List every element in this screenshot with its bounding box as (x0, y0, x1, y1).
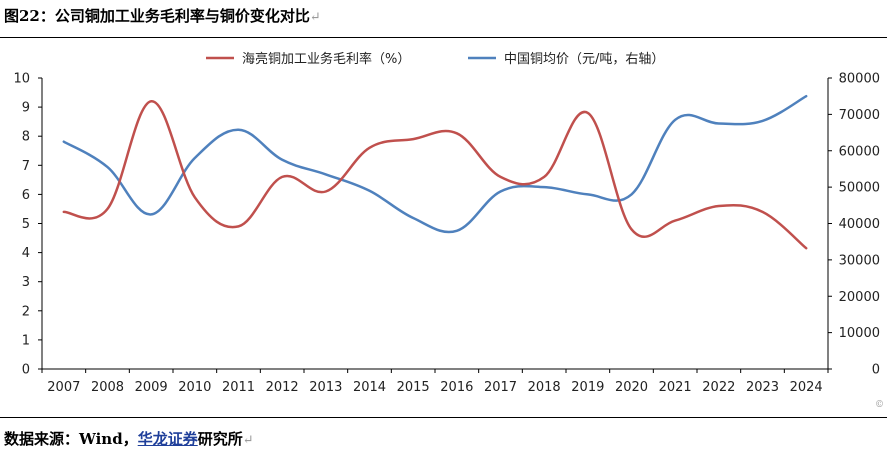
source-main: Wind， (79, 430, 138, 448)
y-left-tick-label: 10 (13, 72, 30, 87)
figure-title-text: 图22：公司铜加工业务毛利率与铜价变化对比 (4, 7, 310, 25)
paragraph-mark-icon: ↵ (309, 10, 321, 25)
x-tick-label: 2018 (528, 380, 561, 395)
x-tick-label: 2008 (91, 380, 124, 395)
y-left-tick-label: 3 (22, 275, 30, 290)
source-org-link[interactable]: 华龙证券 (137, 430, 198, 448)
legend-label-copper-price: 中国铜均价（元/吨，右轴） (504, 52, 664, 67)
x-tick-label: 2007 (47, 380, 80, 395)
series-line-margin (62, 100, 808, 250)
source-label: 数据来源： (4, 430, 80, 448)
x-tick-label: 2024 (790, 380, 823, 395)
y-right-tick-label: 50000 (839, 181, 880, 196)
source-tail: 研究所 (197, 430, 243, 448)
x-tick-label: 2016 (440, 380, 473, 395)
x-tick-label: 2011 (222, 380, 255, 395)
y-left-tick-label: 0 (22, 363, 30, 378)
y-right-tick-label: 60000 (839, 144, 880, 159)
y-left-tick-label: 5 (22, 217, 30, 232)
y-right-tick-label: 20000 (839, 290, 880, 305)
y-left-tick-label: 7 (22, 159, 30, 174)
x-tick-label: 2010 (178, 380, 211, 395)
y-left-tick-label: 8 (22, 130, 30, 145)
x-tick-label: 2022 (702, 380, 735, 395)
y-right-tick-label: 40000 (839, 217, 880, 232)
source-note: 数据来源：Wind，华龙证券研究所↵ (4, 428, 254, 449)
y-left-tick-label: 2 (22, 304, 30, 319)
figure-title: 图22：公司铜加工业务毛利率与铜价变化对比↵ (4, 5, 321, 26)
x-tick-label: 2012 (266, 380, 299, 395)
corner-mark: © (875, 400, 884, 410)
y-left-tick-label: 9 (22, 101, 30, 116)
x-tick-label: 2023 (746, 380, 779, 395)
top-divider (0, 37, 887, 38)
y-right-tick-label: 10000 (839, 326, 880, 341)
y-left-tick-label: 6 (22, 188, 30, 203)
x-tick-label: 2009 (135, 380, 168, 395)
y-right-tick-label: 30000 (839, 253, 880, 268)
line-chart: 0 1 2 3 4 5 6 7 8 9 10 0 10000 20000 30000 40000 50000 60… (13, 51, 880, 395)
source-paragraph-mark-icon: ↵ (242, 433, 254, 448)
legend-label-margin: 海亮铜加工业务毛利率（%） (242, 51, 410, 67)
x-tick-label: 2020 (615, 380, 648, 395)
bottom-divider (0, 417, 887, 418)
y-left-tick-label: 4 (22, 246, 30, 261)
x-tick-label: 2015 (397, 380, 430, 395)
x-tick-label: 2014 (353, 380, 386, 395)
series-line-copper-price (62, 94, 808, 234)
x-tick-label: 2013 (309, 380, 342, 395)
y-left-tick-label: 1 (22, 333, 30, 348)
x-tick-label: 2017 (484, 380, 517, 395)
x-tick-label: 2021 (659, 380, 692, 395)
y-right-tick-label: 70000 (839, 108, 880, 123)
y-right-tick-label: 80000 (839, 72, 880, 87)
y-right-tick-label: 0 (872, 363, 880, 378)
x-tick-label: 2019 (571, 380, 604, 395)
